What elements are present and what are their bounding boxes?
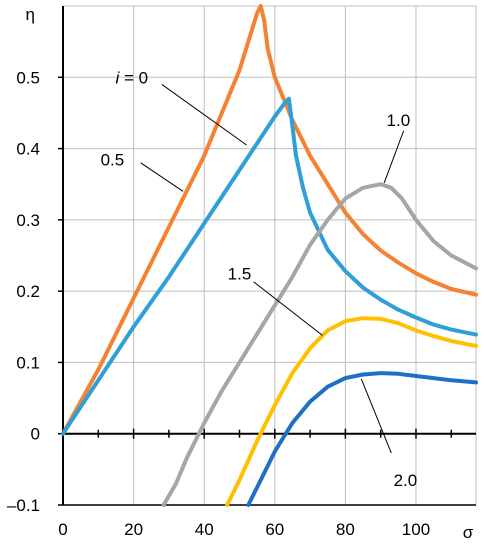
x-tick-label: 100 — [402, 520, 430, 539]
series-layer — [61, 4, 478, 507]
annotation-leader-line — [161, 84, 247, 146]
x-tick-label: 40 — [195, 520, 214, 539]
series-line — [61, 4, 478, 436]
annotation-label: 1.5 — [228, 264, 252, 283]
annotation-label: 1.0 — [387, 111, 411, 130]
y-tick-label: 0.3 — [16, 211, 40, 230]
x-tick-label: 60 — [265, 520, 284, 539]
x-axis-label: σ — [463, 523, 474, 542]
y-tick-label: –0.1 — [7, 496, 40, 515]
x-tick-label: 20 — [124, 520, 143, 539]
grid-layer — [63, 5, 477, 506]
y-tick-label: 0.5 — [16, 68, 40, 87]
annotation-label: 0.5 — [101, 150, 125, 169]
axes-layer: 0 20 40 60 80 100 –0.1 0 0.1 0.2 0.3 0.4 0.5 — [7, 6, 476, 539]
annotation-leader-line — [383, 130, 405, 183]
y-axis-label: η — [26, 5, 35, 24]
y-tick-label: 0 — [31, 425, 40, 444]
annotation-layer: i = 0 0.5 1.0 1.5 2.0 — [101, 68, 418, 490]
annotation-leader-line — [360, 378, 392, 454]
annotation-leader-line — [140, 162, 184, 192]
annotation-leader-line — [253, 281, 323, 336]
x-tick-label: 0 — [58, 520, 67, 539]
series-line — [61, 96, 478, 436]
series-line — [225, 316, 478, 507]
annotation-label: i = 0 — [116, 68, 149, 87]
label-layer: η σ — [26, 5, 474, 542]
y-tick-label: 0.1 — [16, 353, 40, 372]
y-tick-label: 0.4 — [16, 140, 40, 159]
annotation-label: 2.0 — [394, 471, 418, 490]
y-tick-label: 0.2 — [16, 282, 40, 301]
series-line — [161, 182, 478, 507]
series-line — [246, 371, 478, 507]
x-tick-label: 80 — [336, 520, 355, 539]
